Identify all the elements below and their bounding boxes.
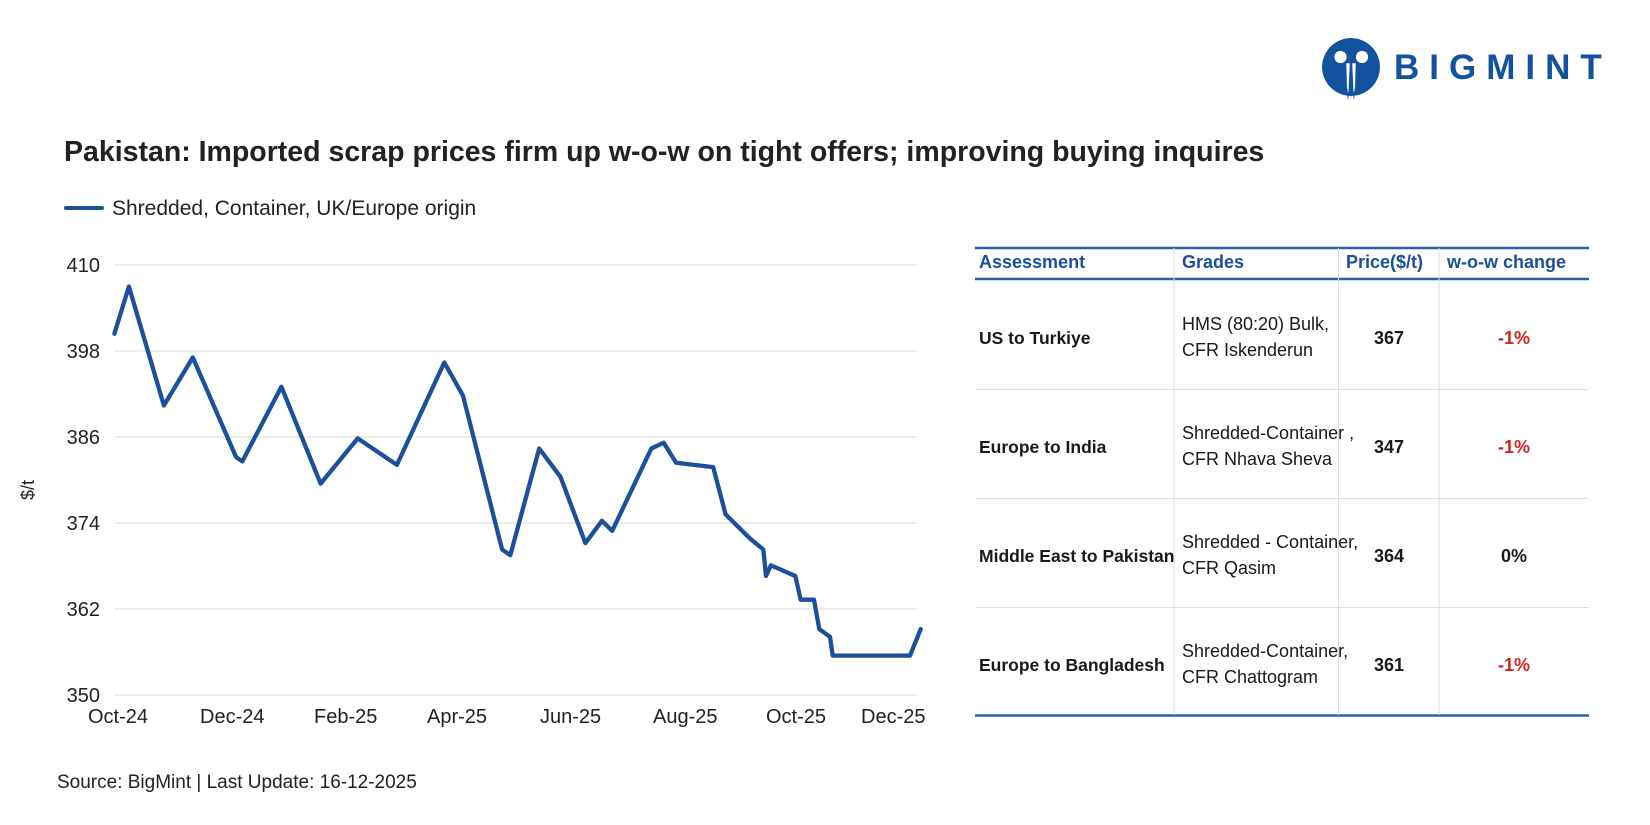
svg-text:Dec-25: Dec-25 — [861, 706, 925, 728]
svg-text:BIGMINT: BIGMINT — [1394, 48, 1612, 87]
svg-text:Dec-24: Dec-24 — [200, 706, 264, 728]
svg-text:374: 374 — [67, 513, 100, 535]
svg-text:386: 386 — [67, 427, 100, 449]
svg-text:Oct-25: Oct-25 — [766, 706, 826, 728]
svg-text:Feb-25: Feb-25 — [314, 706, 377, 728]
svg-text:Oct-24: Oct-24 — [88, 706, 148, 728]
svg-text:362: 362 — [67, 599, 100, 621]
svg-text:Apr-25: Apr-25 — [427, 706, 487, 728]
svg-text:$/t: $/t — [18, 480, 38, 500]
svg-text:Jun-25: Jun-25 — [540, 706, 601, 728]
svg-text:Aug-25: Aug-25 — [653, 706, 718, 728]
svg-text:410: 410 — [67, 255, 100, 277]
svg-text:350: 350 — [67, 685, 100, 707]
svg-text:398: 398 — [67, 341, 100, 363]
